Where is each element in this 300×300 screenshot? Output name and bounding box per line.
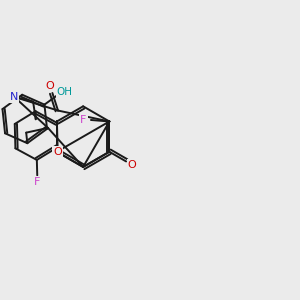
Text: O: O	[53, 147, 62, 157]
Text: F: F	[34, 177, 41, 187]
Text: N: N	[10, 92, 19, 102]
Text: O: O	[128, 160, 136, 170]
Text: O: O	[46, 81, 55, 91]
Text: F: F	[80, 115, 87, 125]
Text: OH: OH	[57, 87, 73, 98]
